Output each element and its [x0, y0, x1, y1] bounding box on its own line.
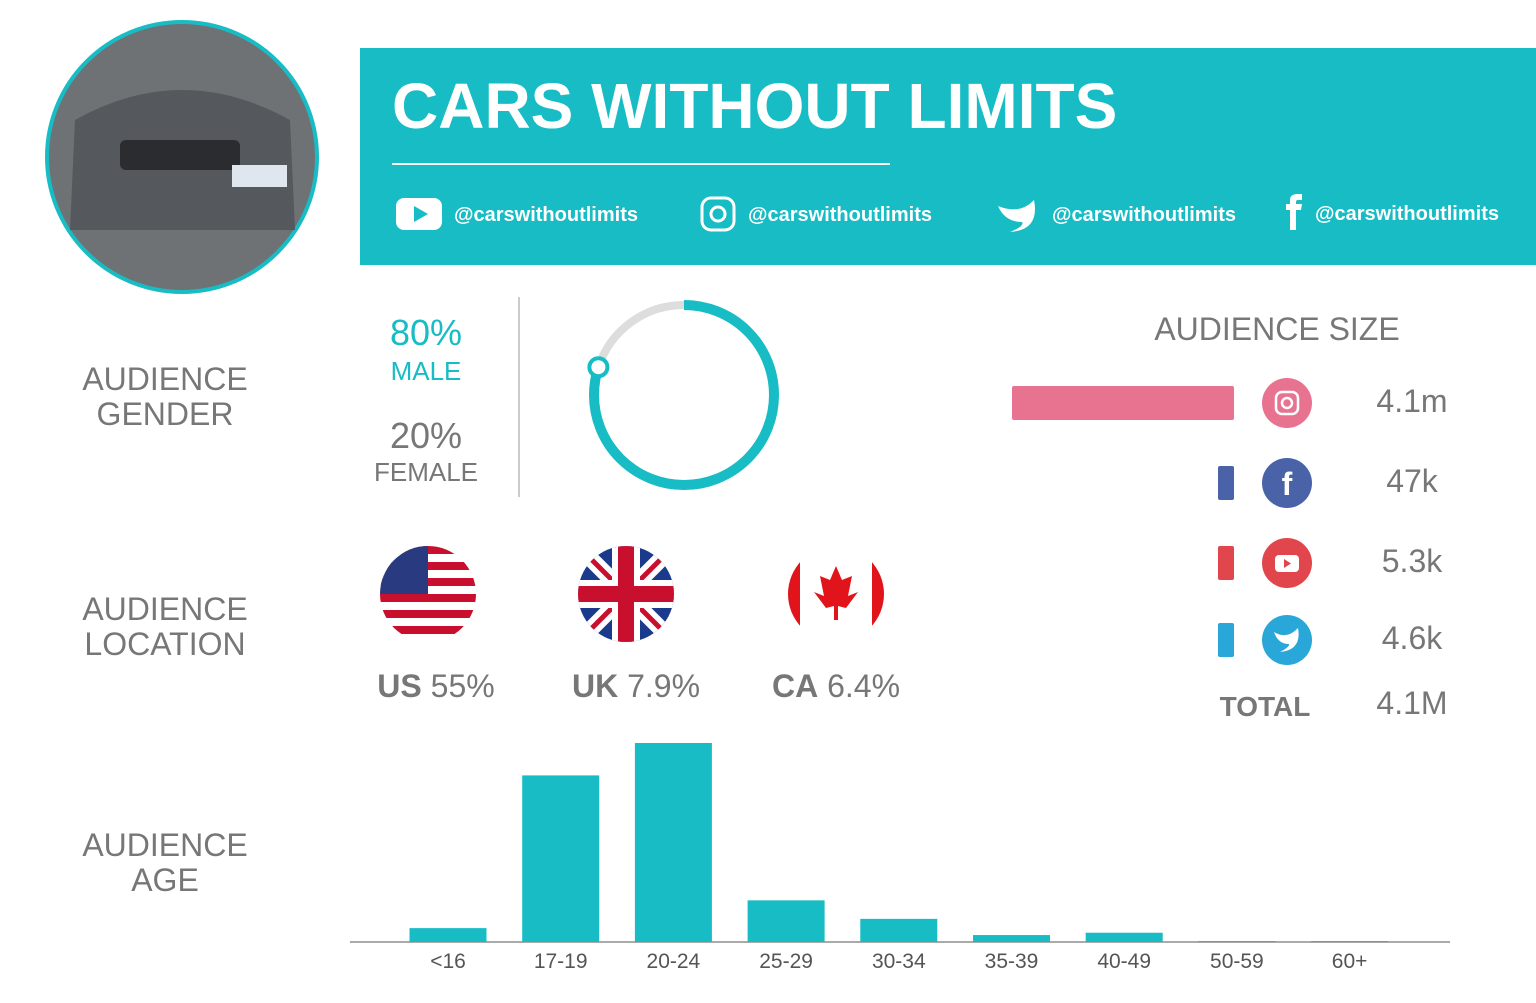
x-tick-label: 50-59 [1210, 950, 1264, 973]
donut [587, 300, 779, 490]
x-tick-label: <16 [430, 950, 466, 973]
section-title-box: AUDIENCE AGE [82, 828, 248, 898]
us-flag [380, 546, 476, 642]
bar [860, 918, 938, 942]
location-label: CA 6.4% [772, 668, 900, 704]
header-band [360, 48, 1536, 265]
bar [1311, 941, 1389, 942]
section-title: AUDIENCE AGE [82, 828, 248, 898]
gender-value: 20% [390, 415, 462, 456]
size-bar [1218, 623, 1234, 657]
size-bar [1218, 546, 1234, 580]
x-tick-label: 30-34 [872, 950, 926, 973]
size-bar [1012, 386, 1234, 420]
facebook-glyph: f [1282, 466, 1293, 502]
size-bar [1218, 466, 1234, 500]
age-chart: <16 17-19 20-24 25-29 30-34 35-39 40-49 50-59 60… [409, 743, 1389, 973]
bar [1085, 932, 1163, 942]
section-title: AUDIENCE LOCATION [82, 592, 248, 662]
bar [973, 935, 1050, 942]
total-label: TOTAL [1220, 691, 1311, 722]
section-title: AUDIENCE GENDER [82, 362, 248, 432]
youtube-play [414, 206, 428, 222]
youtube-glyph [1284, 559, 1291, 568]
handle: @carswithoutlimits [1052, 204, 1236, 226]
size-value: 4.6k [1382, 620, 1443, 656]
gender-value: 80% [390, 312, 462, 353]
header-title: CARS WITHOUT LIMITS [392, 70, 1117, 142]
car-grille [120, 140, 240, 170]
size-bars: 4.1m 47k 5.3k 4.6k [1012, 383, 1448, 657]
total-value: 4.1M [1376, 685, 1447, 721]
country-code: UK [572, 668, 618, 704]
country-code: US [377, 668, 421, 704]
gender-name: MALE [391, 356, 462, 386]
country-share: 55% [431, 668, 495, 704]
donut-segment [589, 300, 779, 490]
facebook-badge [1262, 458, 1312, 508]
x-tick-label: 20-24 [647, 950, 701, 973]
instagram-glyph [1274, 390, 1300, 416]
handle: @carswithoutlimits [1315, 203, 1499, 225]
donut-end [587, 356, 610, 379]
car-plate [232, 165, 287, 187]
country-share: 7.9% [627, 668, 700, 704]
handle: @carswithoutlimits [454, 204, 638, 226]
bar [1198, 941, 1276, 942]
x-tick-label: 40-49 [1097, 950, 1151, 973]
country-share: 6.4% [827, 668, 900, 704]
bar [747, 900, 825, 942]
x-tick-label: 25-29 [759, 950, 813, 973]
instagram-glyph [1280, 396, 1294, 410]
uk-flag [578, 546, 674, 642]
size-value: 5.3k [1382, 543, 1443, 579]
handle: @carswithoutlimits [748, 204, 932, 226]
gender-name: FEMALE [374, 457, 478, 487]
section-title-box: AUDIENCE GENDER [82, 362, 248, 432]
country-code: CA [772, 668, 818, 704]
bar [634, 743, 712, 942]
instagram-lens [709, 205, 727, 223]
location-label: US 55% [377, 668, 494, 704]
size-value: 4.1m [1376, 383, 1447, 419]
x-tick-label: 60+ [1332, 950, 1368, 973]
bar [522, 775, 600, 942]
ca-flag [788, 546, 884, 642]
instagram-icon [700, 196, 736, 232]
donut-segment [590, 301, 778, 489]
x-tick-label: 17-19 [534, 950, 588, 973]
instagram-badge [1262, 378, 1312, 428]
x-tick-label: 35-39 [985, 950, 1039, 973]
size-title: AUDIENCE SIZE [1154, 311, 1399, 347]
facebook-icon [1286, 194, 1302, 230]
bar [409, 928, 487, 942]
location-label: UK 7.9% [572, 668, 700, 704]
twitter-glyph [1274, 628, 1299, 652]
twitter-icon [998, 200, 1035, 232]
size-value: 47k [1386, 463, 1439, 499]
section-title-box: AUDIENCE LOCATION [82, 592, 248, 662]
